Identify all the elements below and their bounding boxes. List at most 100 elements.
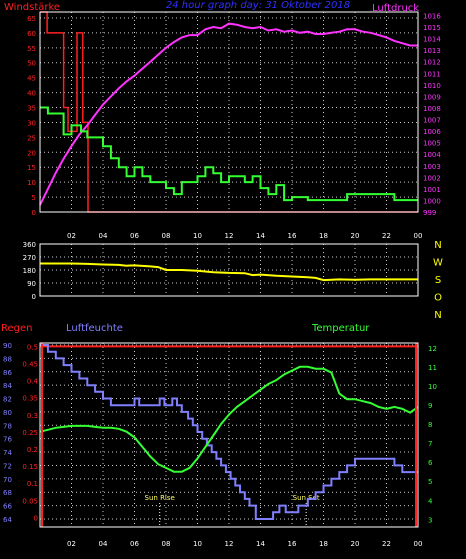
rain-tick-label: 0.2 [27,446,38,454]
wind-tick-label: 40 [27,90,36,98]
panel3-x-tick-label: 20 [351,540,360,548]
pressure-tick-label: 1016 [423,12,441,20]
pressure-tick-label: 1014 [423,36,441,44]
wind-mean-series [40,106,418,202]
panel1-x-tick-label: 16 [288,232,297,240]
humidity-tick-label: 76 [3,436,12,444]
panel1-x-tick-label: 10 [193,232,202,240]
pressure-tick-label: 1015 [423,24,441,32]
rain-tick-label: 0.3 [27,412,38,420]
rain-tick-label: 0.45 [22,361,38,369]
humidity-axis-title: Luftfeuchte [66,323,123,334]
compass-label: N [434,310,441,321]
panel3-grid [40,343,418,527]
panel3-x-tick-label: 16 [288,540,297,548]
rain-tick-label: 0.05 [22,497,38,505]
humidity-tick-label: 70 [3,476,12,484]
pressure-tick-label: 1001 [423,186,441,194]
pressure-tick-label: 999 [423,209,436,217]
pressure-series [39,22,418,206]
panel3-x-tick-label: 10 [193,540,202,548]
pressure-tick-label: 1009 [423,93,441,101]
wind-tick-label: 5 [32,194,36,202]
compass-label: S [435,275,441,286]
direction-tick-label: 90 [27,280,36,288]
pressure-tick-label: 1008 [423,105,441,113]
panel-frames [39,11,419,528]
temperature-tick-label: 10 [428,383,437,391]
chart-title: 24 hour graph day: 31 Oktober 2018 [166,0,350,11]
pressure-tick-label: 1007 [423,117,441,125]
rain-tick-label: 0.5 [27,343,38,351]
panel2-frame [39,243,419,297]
panel3-x-tick-label: 04 [99,540,108,548]
temperature-tick-label: 3 [428,516,432,524]
humidity-tick-label: 82 [3,396,12,404]
wind-tick-label: 55 [27,45,36,53]
panel3-x-tick-label: 22 [382,540,391,548]
wind-tick-label: 50 [27,60,36,68]
pressure-tick-label: 1011 [423,70,441,78]
temperature-tick-label: 11 [428,364,437,372]
panel3-x-tick-label: 12 [225,540,234,548]
rain-tick-label: 0.15 [22,463,38,471]
panel3-x-tick-label: 08 [162,540,171,548]
tick-labels: 0510152025303540455055606599910001001100… [3,12,443,548]
temperature-tick-label: 7 [428,440,432,448]
temperature-tick-label: 5 [428,478,432,486]
humidity-tick-label: 80 [3,409,12,417]
panel3-marks: Sun Rise Sun Set [39,343,419,527]
temperature-axis-title: Temperatur [311,323,370,334]
panel1-x-tick-label: 08 [162,232,171,240]
temperature-tick-label: 6 [428,459,433,467]
panel3-frame [39,342,419,528]
panel1-x-tick-label: 00 [414,232,423,240]
panel1-x-tick-label: 14 [256,232,265,240]
panel1-x-tick-label: 06 [130,232,139,240]
pressure-tick-label: 1013 [423,47,441,55]
panel3-x-tick-label: 06 [130,540,139,548]
panel2-marks [40,262,418,282]
wind-axis-title: Windstärke [4,2,60,13]
pressure-tick-label: 1003 [423,163,441,171]
wind-tick-label: 25 [27,134,36,142]
sun-marker-label: Sun Rise [145,494,175,502]
humidity-tick-label: 88 [3,355,12,363]
humidity-series [40,344,418,520]
wind-tick-label: 0 [32,209,36,217]
panel1-grid [40,12,418,213]
pressure-tick-label: 1010 [423,82,441,90]
humidity-tick-label: 78 [3,422,12,430]
direction-tick-label: 270 [23,254,36,262]
compass-label: W [433,258,443,269]
compass-label: N [434,240,441,251]
panel1-marks [39,11,418,213]
wind-tick-label: 35 [27,105,36,113]
sun-marker-label: Sun Set [293,494,320,502]
panel2-grid [40,243,418,297]
panel3-x-tick-label: 18 [319,540,328,548]
humidity-tick-label: 90 [3,342,12,350]
panel1-x-tick-label: 02 [67,232,76,240]
panel1-x-tick-label: 20 [351,232,360,240]
pressure-axis-title: Luftdruck [372,3,419,14]
wind-tick-label: 65 [27,15,36,23]
panel1-x-tick-label: 18 [319,232,328,240]
humidity-tick-label: 68 [3,489,12,497]
rain-tick-label: 0.25 [22,429,38,437]
panel3-x-tick-label: 14 [256,540,265,548]
wind-tick-label: 60 [27,30,36,38]
rain-tick-label: 0 [34,514,38,522]
wind-tick-label: 30 [27,119,36,127]
humidity-tick-label: 72 [3,462,12,470]
panel1-x-tick-label: 22 [382,232,391,240]
temperature-tick-label: 8 [428,421,432,429]
wind-direction-series [40,262,418,282]
panel3-x-tick-label: 02 [67,540,76,548]
panel1-frame [39,11,419,213]
rain-tick-label: 0.1 [27,480,38,488]
humidity-tick-label: 74 [3,449,12,457]
wind-tick-label: 20 [27,149,36,157]
panel1-x-tick-label: 04 [99,232,108,240]
